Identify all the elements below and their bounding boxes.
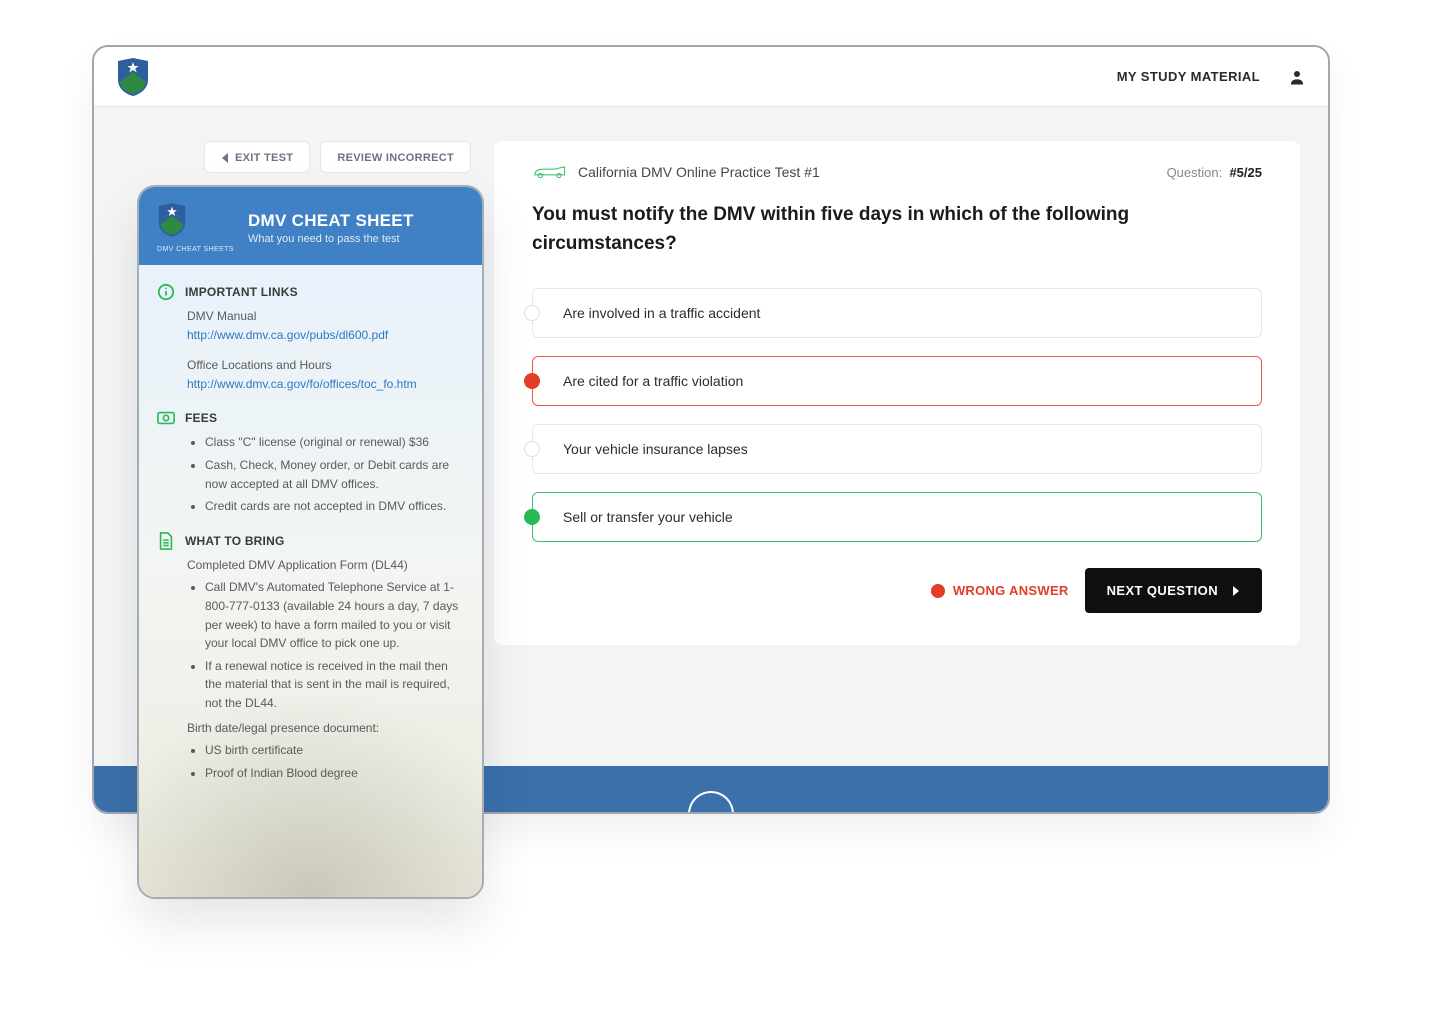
document-icon [157,532,175,550]
answer-option[interactable]: Sell or transfer your vehicle [532,492,1262,542]
caret-left-icon [221,153,229,163]
list-item: Credit cards are not accepted in DMV off… [205,497,464,516]
next-question-button[interactable]: NEXT QUESTION [1085,568,1262,613]
wrong-answer-indicator: WRONG ANSWER [931,583,1069,598]
answers-list: Are involved in a traffic accident Are ci… [532,288,1262,542]
section-important-links: IMPORTANT LINKS DMV Manual http://www.dmv… [157,283,464,393]
bring-intro: Completed DMV Application Form (DL44) [187,556,464,575]
counter-value: #5/25 [1229,165,1262,180]
link-label: Office Locations and Hours [187,356,464,375]
link-url[interactable]: http://www.dmv.ca.gov/fo/offices/toc_fo.… [187,377,417,391]
topbar: MY STUDY MATERIAL [94,47,1328,107]
fees-title: FEES [185,411,217,425]
nav-study-material[interactable]: MY STUDY MATERIAL [1117,69,1260,84]
answer-text: Sell or transfer your vehicle [563,509,733,525]
wrong-dot-icon [931,584,945,598]
link-url[interactable]: http://www.dmv.ca.gov/pubs/dl600.pdf [187,328,388,342]
answer-option[interactable]: Are cited for a traffic violation [532,356,1262,406]
answer-text: Are cited for a traffic violation [563,373,743,389]
list-item: Call DMV's Automated Telephone Service a… [205,578,464,652]
cheat-sheet-window: DMV CHEAT SHEETS DMV CHEAT SHEET What yo… [137,185,484,899]
answer-option[interactable]: Your vehicle insurance lapses [532,424,1262,474]
links-title: IMPORTANT LINKS [185,285,298,299]
cheat-sheet-header: DMV CHEAT SHEETS DMV CHEAT SHEET What yo… [139,187,482,265]
brand-shield-icon [116,58,150,96]
next-question-label: NEXT QUESTION [1107,583,1218,598]
list-item: If a renewal notice is received in the m… [205,657,464,713]
radio-icon [524,373,540,389]
review-incorrect-label: REVIEW INCORRECT [337,152,454,164]
quiz-card: California DMV Online Practice Test #1 Q… [494,141,1300,645]
exit-test-button[interactable]: EXIT TEST [204,141,310,173]
bring-sub-intro: Birth date/legal presence document: [187,719,464,738]
brand-sub-label: DMV CHEAT SHEETS [157,246,234,253]
review-incorrect-button[interactable]: REVIEW INCORRECT [320,141,471,173]
section-what-to-bring: WHAT TO BRING Completed DMV Application … [157,532,464,783]
bring-title: WHAT TO BRING [185,534,284,548]
radio-icon [524,441,540,457]
question-text: You must notify the DMV within five days… [532,201,1262,258]
footer-arc-icon [688,791,734,814]
list-item: Proof of Indian Blood degree [205,764,464,783]
brand-shield-small-icon [157,203,187,237]
user-icon[interactable] [1288,68,1306,86]
money-icon [157,409,175,427]
list-item: Class "C" license (original or renewal) … [205,433,464,452]
wrong-answer-label: WRONG ANSWER [953,583,1069,598]
info-icon [157,283,175,301]
radio-icon [524,305,540,321]
caret-right-icon [1232,586,1240,596]
radio-icon [524,509,540,525]
answer-text: Are involved in a traffic accident [563,305,760,321]
link-label: DMV Manual [187,307,464,326]
car-icon [532,163,566,181]
exit-test-label: EXIT TEST [235,152,293,164]
answer-text: Your vehicle insurance lapses [563,441,748,457]
question-counter: Question: #5/25 [1167,165,1262,180]
counter-label: Question: [1167,165,1223,180]
section-fees: FEES Class "C" license (original or rene… [157,409,464,515]
cheat-sheet-title: DMV CHEAT SHEET [248,211,414,231]
cheat-sheet-subtitle: What you need to pass the test [248,233,414,245]
quiz-title: California DMV Online Practice Test #1 [578,164,820,180]
cheat-sheet-body: IMPORTANT LINKS DMV Manual http://www.dmv… [139,265,482,897]
answer-option[interactable]: Are involved in a traffic accident [532,288,1262,338]
list-item: US birth certificate [205,741,464,760]
list-item: Cash, Check, Money order, or Debit cards… [205,456,464,493]
